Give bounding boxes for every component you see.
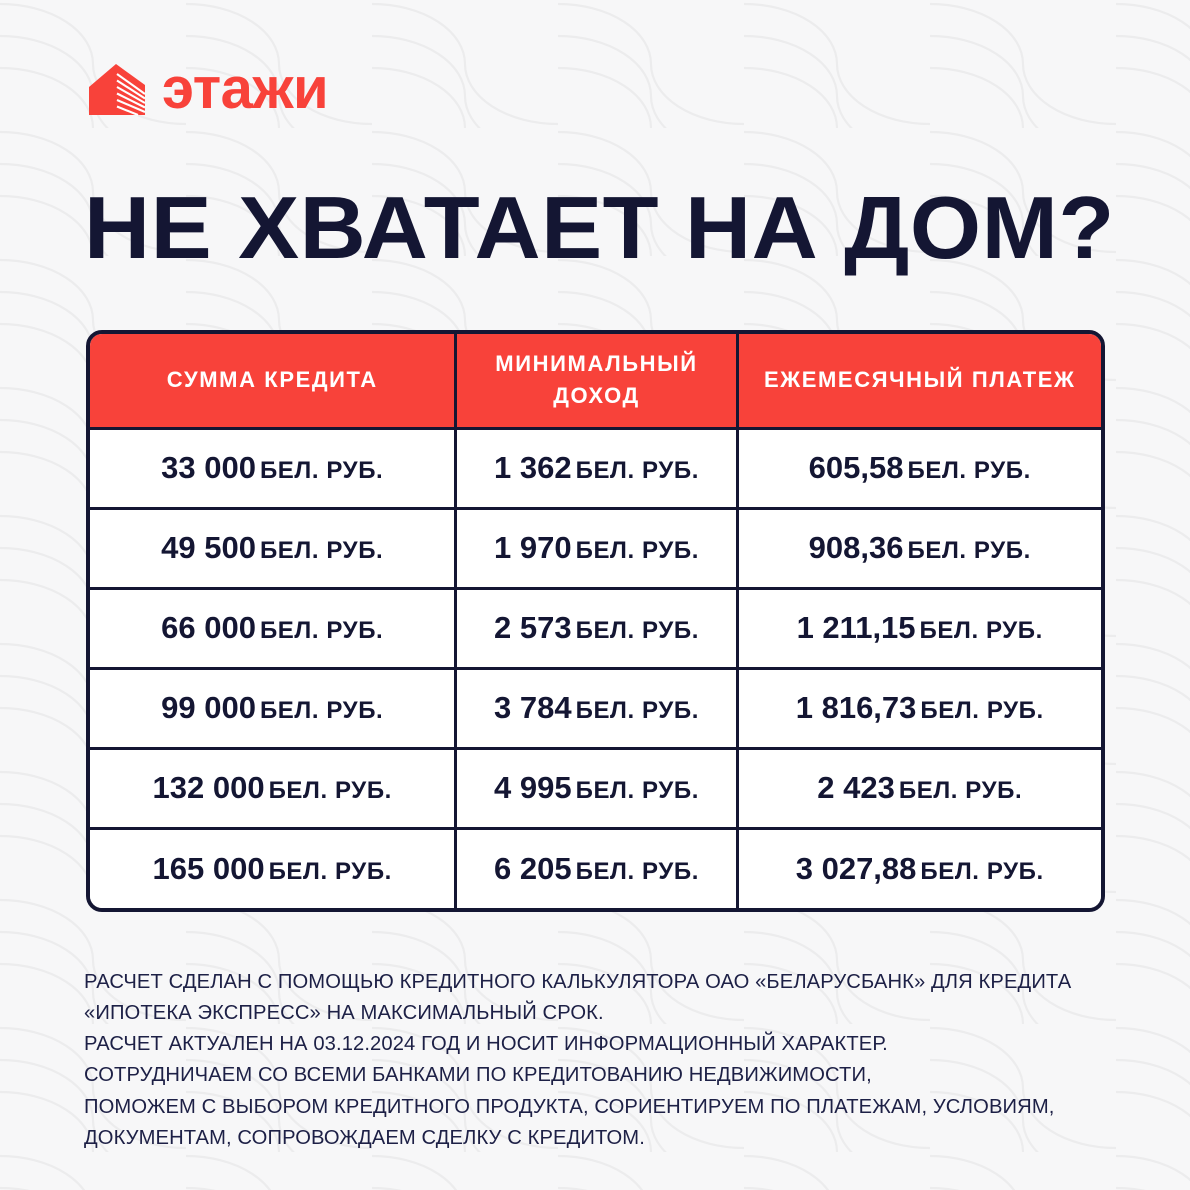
cell-monthly-payment: 2 423 БЕЛ. РУБ.	[737, 746, 1101, 828]
cell-monthly-payment: 3 027,88 БЕЛ. РУБ.	[737, 826, 1101, 908]
cell-monthly-payment: 605,58 БЕЛ. РУБ.	[737, 426, 1101, 508]
cell-credit-amount: 132 000 БЕЛ. РУБ.	[90, 746, 458, 828]
column-header-min-income: МИНИМАЛЬНЫЙ ДОХОД	[455, 334, 739, 428]
currency-label: БЕЛ. РУБ.	[575, 777, 699, 804]
currency-label: БЕЛ. РУБ.	[268, 857, 392, 885]
currency-label: БЕЛ. РУБ.	[575, 537, 699, 564]
footnote-line: «ИПОТЕКА ЭКСПРЕСС» НА МАКСИМАЛЬНЫЙ СРОК.	[84, 1001, 604, 1025]
building-floors-icon	[89, 64, 146, 116]
credit-rates-table-container: СУММА КРЕДИТА МИНИМАЛЬНЫЙ ДОХОД ЕЖЕМЕСЯЧ…	[86, 330, 1105, 912]
cell-credit-amount: 66 000 БЕЛ. РУБ.	[90, 586, 458, 668]
table-row: 99 000 БЕЛ. РУБ. 3 784 БЕЛ. РУБ. 1 816,73 Б…	[90, 666, 1101, 748]
header-line-3: ЕЖЕМЕСЯЧНЫЙ ПЛАТЕЖ	[763, 367, 1076, 393]
currency-label: БЕЛ. РУБ.	[575, 857, 699, 885]
currency-label: БЕЛ. РУБ.	[907, 537, 1031, 564]
currency-label: БЕЛ. РУБ.	[259, 537, 384, 564]
footnote-line: РАСЧЕТ СДЕЛАН С ПОМОЩЬЮ КРЕДИТНОГО КАЛЬК…	[84, 970, 1072, 993]
footnote-disclaimer: РАСЧЕТ СДЕЛАН С ПОМОЩЬЮ КРЕДИТНОГО КАЛЬК…	[84, 966, 1128, 1153]
footnote-line: ДОКУМЕНТАМ, СОПРОВОЖДАЕМ СДЕЛКУ С КРЕДИТ…	[84, 1125, 645, 1149]
currency-label: БЕЛ. РУБ.	[575, 617, 699, 644]
brand-name: этажи	[162, 56, 329, 121]
currency-label: БЕЛ. РУБ.	[268, 777, 392, 804]
cell-monthly-payment: 1 211,15 БЕЛ. РУБ.	[737, 586, 1101, 668]
footnote-line: ПОМОЖЕМ С ВЫБОРОМ КРЕДИТНОГО ПРОДУКТА, С…	[84, 1094, 1055, 1118]
currency-label: БЕЛ. РУБ.	[898, 777, 1023, 804]
currency-label: БЕЛ. РУБ.	[575, 697, 699, 724]
currency-label: БЕЛ. РУБ.	[575, 457, 699, 484]
currency-label: БЕЛ. РУБ.	[920, 697, 1044, 724]
cell-min-income: 4 995 БЕЛ. РУБ.	[455, 746, 739, 828]
cell-min-income: 2 573 БЕЛ. РУБ.	[455, 586, 739, 668]
table-row: 49 500 БЕЛ. РУБ. 1 970 БЕЛ. РУБ. 908,36 БЕЛ…	[90, 506, 1101, 588]
cell-monthly-payment: 1 816,73 БЕЛ. РУБ.	[737, 666, 1101, 748]
footnote-line: СОТРУДНИЧАЕМ СО ВСЕМИ БАНКАМИ ПО КРЕДИТО…	[84, 1063, 872, 1087]
column-header-monthly-payment: ЕЖЕМЕСЯЧНЫЙ ПЛАТЕЖ	[737, 334, 1101, 428]
table-row: 66 000 БЕЛ. РУБ. 2 573 БЕЛ. РУБ. 1 211,15 Б…	[90, 586, 1101, 668]
table-body: 33 000 БЕЛ. РУБ. 1 362 БЕЛ. РУБ. 605,58 БЕЛ…	[90, 426, 1101, 908]
cell-min-income: 1 362 БЕЛ. РУБ.	[455, 426, 739, 508]
cell-credit-amount: 49 500 БЕЛ. РУБ.	[90, 506, 458, 588]
cell-min-income: 3 784 БЕЛ. РУБ.	[455, 666, 739, 748]
cell-min-income: 1 970 БЕЛ. РУБ.	[455, 506, 739, 588]
column-header-credit-amount: СУММА КРЕДИТА	[90, 334, 458, 428]
table-row: 132 000 БЕЛ. РУБ. 4 995 БЕЛ. РУБ. 2 423 БЕЛ…	[90, 746, 1101, 828]
table-header: СУММА КРЕДИТА МИНИМАЛЬНЫЙ ДОХОД ЕЖЕМЕСЯЧ…	[90, 334, 1101, 428]
currency-label: БЕЛ. РУБ.	[919, 617, 1043, 644]
table-header-row: СУММА КРЕДИТА МИНИМАЛЬНЫЙ ДОХОД ЕЖЕМЕСЯЧ…	[90, 334, 1101, 428]
cell-min-income: 6 205 БЕЛ. РУБ.	[455, 826, 739, 908]
header-line-1: СУММА КРЕДИТА	[166, 367, 378, 393]
header-line-2: МИНИМАЛЬНЫЙ ДОХОД	[495, 351, 698, 409]
currency-label: БЕЛ. РУБ.	[907, 457, 1031, 484]
cell-credit-amount: 165 000 БЕЛ. РУБ.	[90, 826, 458, 908]
currency-label: БЕЛ. РУБ.	[259, 617, 384, 644]
cell-monthly-payment: 908,36 БЕЛ. РУБ.	[737, 506, 1101, 588]
cell-credit-amount: 99 000 БЕЛ. РУБ.	[90, 666, 458, 748]
brand-logo[interactable]: этажи	[86, 56, 329, 121]
page-title: НЕ ХВАТАЕТ НА ДОМ?	[84, 178, 1115, 277]
currency-label: БЕЛ. РУБ.	[920, 857, 1044, 885]
cell-credit-amount: 33 000 БЕЛ. РУБ.	[90, 426, 458, 508]
credit-rates-table: СУММА КРЕДИТА МИНИМАЛЬНЫЙ ДОХОД ЕЖЕМЕСЯЧ…	[90, 334, 1101, 908]
currency-label: БЕЛ. РУБ.	[259, 697, 384, 724]
currency-label: БЕЛ. РУБ.	[259, 457, 384, 484]
footnote-line: РАСЧЕТ АКТУАЛЕН НА 03.12.2024 ГОД И НОСИ…	[84, 1032, 888, 1056]
table-row: 165 000 БЕЛ. РУБ. 6 205 БЕЛ. РУБ. 3 027,88…	[90, 826, 1101, 908]
table-row: 33 000 БЕЛ. РУБ. 1 362 БЕЛ. РУБ. 605,58 БЕЛ…	[90, 426, 1101, 508]
